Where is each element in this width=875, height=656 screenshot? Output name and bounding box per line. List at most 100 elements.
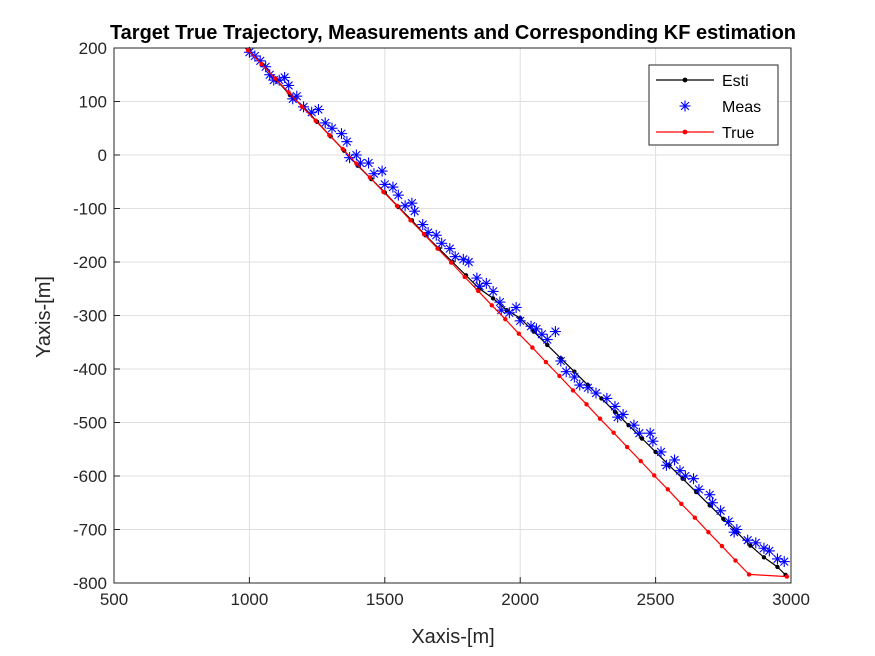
data-point-esti: [748, 543, 753, 548]
data-point-true: [624, 444, 630, 450]
data-point-true: [719, 543, 725, 549]
y-tick-label: 100: [79, 93, 107, 112]
data-point-true: [692, 515, 698, 520]
data-point-true: [408, 218, 413, 223]
data-point-true: [286, 90, 291, 95]
data-point-true: [570, 388, 576, 393]
data-point-meas: [514, 315, 526, 327]
data-point-meas: [541, 334, 553, 346]
series-true: [245, 47, 790, 579]
data-point-true: [652, 473, 657, 478]
data-point-meas: [568, 371, 580, 383]
data-point-true: [584, 402, 589, 407]
y-axis: 200 100 0 -100 -200 -300 -400 -500 -600 -700 -800: [73, 39, 120, 593]
data-point-true: [313, 118, 318, 123]
data-point-meas: [582, 382, 594, 394]
chart-title: Target True Trajectory, Measurements and…: [110, 22, 796, 44]
data-point-true: [381, 189, 386, 195]
data-point-meas: [406, 197, 418, 209]
data-point-meas: [341, 136, 353, 148]
y-tick-label: -800: [73, 574, 107, 593]
data-point-true: [476, 288, 481, 294]
data-point-true: [611, 430, 616, 435]
data-point-meas: [335, 128, 347, 140]
data-point-meas: [655, 446, 667, 458]
data-point-true: [665, 487, 670, 492]
data-point-true: [733, 558, 738, 563]
data-point-meas: [723, 515, 735, 527]
legend-item-esti: Esti: [656, 73, 749, 90]
data-point-meas: [463, 256, 475, 268]
data-point-meas: [480, 277, 492, 289]
series-layer: [243, 46, 790, 579]
data-point-true: [272, 76, 278, 81]
data-point-meas: [715, 505, 727, 517]
data-point-meas: [669, 454, 681, 466]
x-axis-label: Xaxis-[m]: [411, 626, 494, 648]
x-tick-label: 2500: [637, 590, 675, 609]
data-point-true: [462, 274, 467, 280]
data-point-esti: [775, 564, 780, 570]
data-point-meas: [574, 379, 586, 391]
data-point-true: [354, 161, 359, 166]
data-point-true: [706, 529, 711, 535]
data-point-esti: [721, 516, 726, 521]
y-tick-label: -200: [73, 253, 107, 272]
data-point-meas: [409, 205, 421, 217]
data-point-meas: [430, 229, 442, 241]
data-point-true: [784, 574, 790, 579]
data-point-meas: [706, 497, 718, 509]
data-point-true: [394, 203, 400, 209]
data-point-meas: [387, 181, 399, 193]
data-point-true: [679, 501, 684, 507]
data-point-meas: [549, 326, 561, 338]
x-tick-label: 1000: [230, 590, 268, 609]
legend-marker-true: [682, 129, 688, 135]
x-tick-label: 500: [100, 590, 128, 609]
data-point-meas: [363, 157, 375, 169]
data-point-meas: [750, 537, 762, 549]
y-tick-label: 200: [79, 39, 107, 58]
data-point-meas: [471, 272, 483, 284]
data-point-meas: [495, 304, 507, 316]
data-point-esti: [490, 296, 496, 301]
data-point-true: [746, 572, 752, 577]
data-point-meas: [417, 219, 429, 231]
x-tick-label: 1500: [366, 590, 404, 609]
data-point-meas: [312, 104, 324, 116]
data-point-meas: [319, 117, 331, 129]
data-point-true: [421, 231, 427, 237]
data-point-esti: [761, 555, 767, 560]
legend-item-true: True: [656, 125, 754, 142]
y-tick-label: -500: [73, 414, 107, 433]
data-point-meas: [260, 61, 272, 73]
data-point-meas: [688, 473, 700, 485]
data-point-true: [530, 345, 535, 350]
data-point-meas: [731, 524, 743, 535]
data-point-true: [259, 61, 264, 67]
data-point-true: [367, 175, 373, 180]
legend-marker-meas: [679, 100, 691, 112]
data-point-meas: [612, 411, 624, 423]
x-axis: 500 1000 1500 2000 2500 3000: [100, 577, 810, 609]
y-tick-label: -100: [73, 200, 107, 219]
data-point-meas: [436, 237, 448, 249]
data-point-meas: [326, 122, 338, 134]
data-point-true: [597, 416, 603, 421]
data-point-meas: [590, 387, 602, 399]
legend-label-true: True: [722, 125, 754, 142]
data-point-meas: [449, 251, 461, 263]
data-point-meas: [628, 419, 640, 431]
data-point-true: [435, 246, 440, 251]
y-tick-label: -700: [73, 521, 107, 540]
data-point-true: [340, 146, 346, 152]
data-point-true: [245, 47, 251, 53]
y-tick-label: -400: [73, 360, 107, 379]
legend: Esti Meas True: [648, 64, 779, 146]
data-point-true: [638, 458, 643, 464]
data-point-meas: [503, 307, 515, 319]
data-point-meas: [350, 149, 362, 161]
data-point-meas: [644, 427, 656, 439]
data-point-meas: [376, 165, 388, 177]
